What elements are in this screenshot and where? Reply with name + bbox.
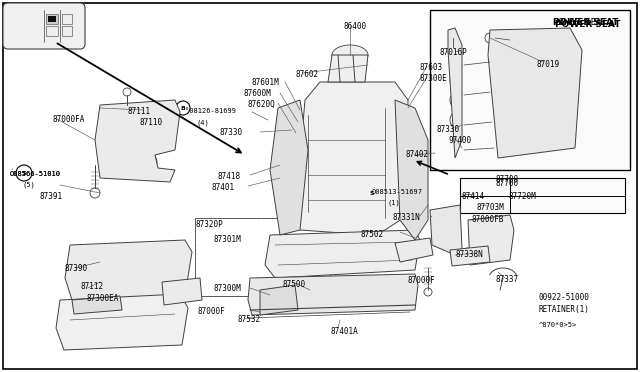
- Polygon shape: [270, 100, 308, 235]
- Text: °08126-81699: °08126-81699: [185, 108, 236, 114]
- Text: 87330: 87330: [220, 128, 243, 137]
- Text: 87110: 87110: [140, 118, 163, 127]
- Ellipse shape: [335, 251, 345, 259]
- Text: 87338N: 87338N: [456, 250, 484, 259]
- Text: 87337: 87337: [496, 275, 519, 284]
- Polygon shape: [395, 238, 433, 262]
- Polygon shape: [450, 246, 490, 266]
- Polygon shape: [162, 278, 202, 305]
- Text: 87390: 87390: [64, 264, 87, 273]
- Bar: [46, 26, 58, 36]
- Text: 87401: 87401: [211, 183, 234, 192]
- Ellipse shape: [355, 251, 365, 259]
- Text: 87700: 87700: [496, 175, 519, 184]
- Polygon shape: [95, 100, 180, 182]
- Bar: [46, 14, 58, 24]
- Text: 00922-51000: 00922-51000: [539, 293, 590, 302]
- Text: RETAINER(1): RETAINER(1): [539, 305, 590, 314]
- Polygon shape: [260, 285, 298, 315]
- FancyBboxPatch shape: [3, 3, 85, 49]
- Bar: [195, 218, 330, 296]
- Text: 87320P: 87320P: [195, 220, 223, 229]
- Text: 87402: 87402: [406, 150, 429, 159]
- Text: ^870*0>5>: ^870*0>5>: [539, 322, 577, 328]
- Text: S: S: [22, 170, 26, 176]
- Ellipse shape: [315, 251, 325, 259]
- Text: 87016P: 87016P: [440, 48, 468, 57]
- Text: 87500: 87500: [283, 280, 306, 289]
- Text: POWER SEAT: POWER SEAT: [555, 20, 621, 29]
- Polygon shape: [265, 230, 420, 278]
- Bar: [62, 14, 72, 24]
- Polygon shape: [56, 294, 188, 350]
- Polygon shape: [290, 82, 408, 235]
- Text: 87532: 87532: [237, 315, 260, 324]
- Text: 87601M: 87601M: [252, 78, 280, 87]
- Text: 87502: 87502: [361, 230, 384, 239]
- Polygon shape: [248, 274, 418, 315]
- Text: B: B: [180, 106, 186, 110]
- Text: 87602: 87602: [296, 70, 319, 79]
- Text: POWER SEAT: POWER SEAT: [553, 18, 618, 27]
- Text: 87300M: 87300M: [214, 284, 242, 293]
- Text: 87000F: 87000F: [408, 276, 436, 285]
- Bar: [430, 10, 630, 170]
- Text: 87112: 87112: [80, 282, 103, 291]
- Text: Ó08513-51697: Ó08513-51697: [372, 188, 423, 195]
- Text: POWER SEAT: POWER SEAT: [553, 18, 607, 27]
- Text: 87391: 87391: [39, 192, 62, 201]
- Text: 87401A: 87401A: [331, 327, 359, 336]
- Text: (4): (4): [196, 119, 209, 125]
- Ellipse shape: [373, 251, 383, 259]
- Text: 87111: 87111: [127, 107, 150, 116]
- Text: 87330: 87330: [437, 125, 460, 134]
- Polygon shape: [468, 215, 514, 265]
- Polygon shape: [72, 296, 122, 314]
- Text: 87620Q: 87620Q: [248, 100, 276, 109]
- Text: 87418: 87418: [217, 172, 240, 181]
- Polygon shape: [448, 28, 462, 158]
- Polygon shape: [395, 100, 428, 240]
- Polygon shape: [488, 28, 582, 158]
- Polygon shape: [430, 205, 462, 255]
- Bar: [62, 26, 72, 36]
- Text: Ó08566-51010: Ó08566-51010: [10, 170, 61, 176]
- Text: 87720M: 87720M: [509, 192, 537, 201]
- Bar: [460, 178, 625, 213]
- Polygon shape: [65, 240, 192, 300]
- Ellipse shape: [332, 45, 368, 65]
- Text: 87414: 87414: [462, 192, 485, 201]
- Bar: [48, 16, 56, 22]
- Text: 87331N: 87331N: [393, 213, 420, 222]
- Text: 87019: 87019: [537, 60, 560, 69]
- Bar: [195, 218, 330, 296]
- Text: 86400: 86400: [344, 22, 367, 31]
- Text: 87000FA: 87000FA: [52, 115, 84, 124]
- Text: 87300E: 87300E: [420, 74, 448, 83]
- Text: 87700: 87700: [496, 179, 519, 188]
- Text: 87300EA: 87300EA: [86, 294, 118, 303]
- Text: Ó08566-51010: Ó08566-51010: [10, 170, 61, 176]
- Text: (1): (1): [388, 199, 401, 205]
- Text: 87000FB: 87000FB: [472, 215, 504, 224]
- Polygon shape: [328, 55, 368, 82]
- Text: 87600M: 87600M: [243, 89, 271, 98]
- Text: 97400: 97400: [449, 136, 472, 145]
- Text: (5): (5): [22, 181, 35, 187]
- Text: 87703M: 87703M: [477, 203, 505, 212]
- Text: 87603: 87603: [420, 63, 443, 72]
- Text: S: S: [370, 190, 374, 196]
- Text: 87000F: 87000F: [198, 307, 226, 316]
- Text: 87301M: 87301M: [214, 235, 242, 244]
